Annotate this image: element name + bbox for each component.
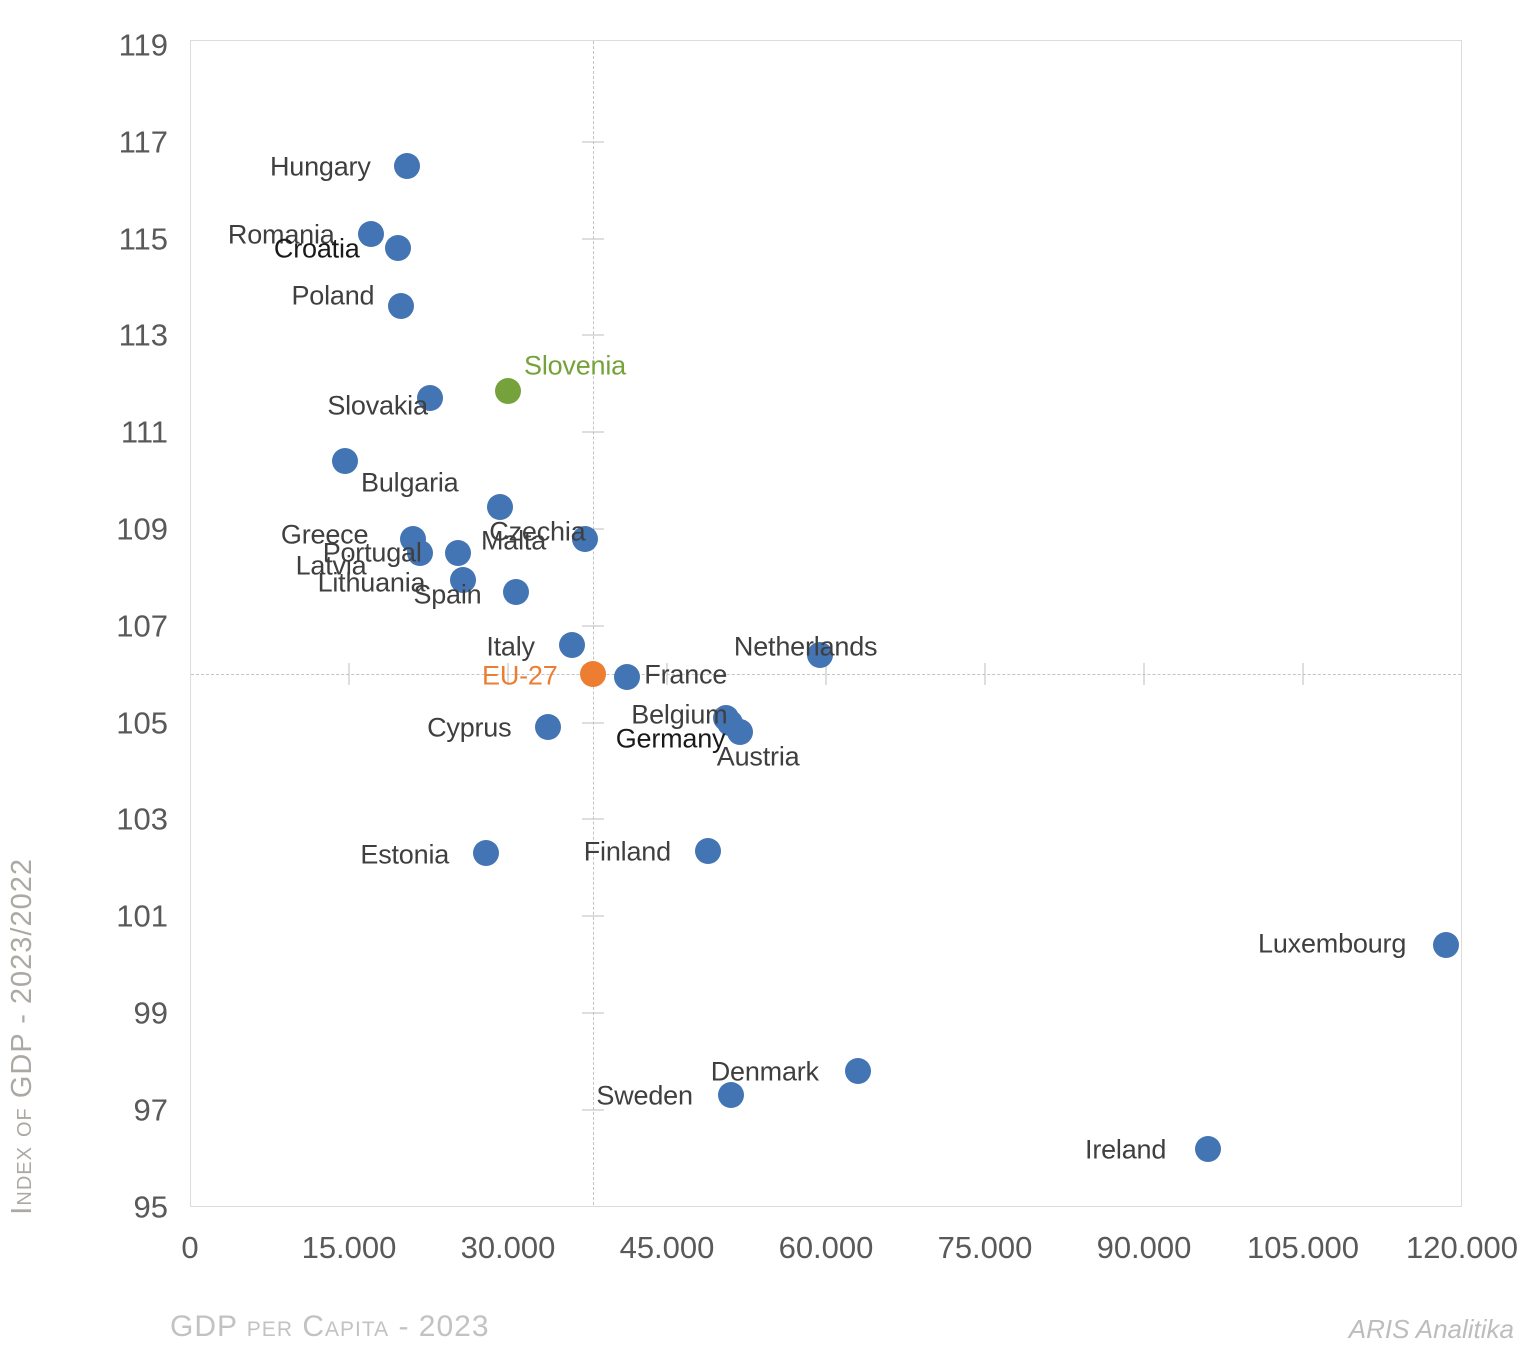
y-tick-label: 99 — [133, 995, 168, 1031]
data-point-netherlands — [806, 641, 833, 668]
crosshair-tick — [666, 663, 668, 686]
data-point-slovakia — [416, 385, 443, 412]
crosshair-tick — [1143, 663, 1145, 686]
data-point-label-czechia: Czechia — [489, 516, 586, 547]
data-point-france — [613, 663, 640, 690]
data-point-label-sweden: Sweden — [596, 1080, 693, 1111]
data-point-austria — [727, 719, 754, 746]
data-point-luxembourg — [1433, 932, 1460, 959]
crosshair-tick — [581, 334, 604, 336]
data-point-italy — [558, 632, 585, 659]
data-point-label-romania: Romania — [227, 219, 335, 250]
data-point-label-lithuania: Lithuania — [317, 567, 426, 598]
data-point-label-italy: Italy — [486, 631, 535, 662]
data-point-slovenia — [495, 378, 521, 405]
eu-average-vertical-line — [592, 41, 594, 1205]
crosshair-tick — [348, 663, 350, 686]
data-point-ireland — [1194, 1135, 1221, 1162]
data-point-label-spain: Spain — [413, 579, 482, 610]
data-point-eu-27 — [579, 661, 606, 688]
data-point-label-bulgaria: Bulgaria — [361, 467, 459, 498]
crosshair-tick — [581, 915, 604, 917]
crosshair-tick — [825, 663, 827, 686]
y-tick-label: 107 — [116, 608, 168, 644]
data-point-label-estonia: Estonia — [360, 839, 450, 870]
crosshair-tick — [581, 1109, 604, 1111]
x-tick-label: 60.000 — [778, 1230, 874, 1265]
y-tick-label: 109 — [116, 511, 168, 547]
data-point-latvia — [407, 540, 434, 567]
data-point-poland — [387, 293, 414, 320]
y-tick-label: 115 — [118, 221, 168, 257]
watermark-text: ARIS Analitika — [1348, 1314, 1514, 1344]
data-point-label-denmark: Denmark — [710, 1056, 819, 1087]
y-tick-label: 103 — [116, 801, 168, 837]
crosshair-tick — [581, 818, 604, 820]
data-point-sweden — [717, 1082, 744, 1109]
crosshair-tick — [581, 1012, 604, 1014]
crosshair-tick — [581, 238, 604, 240]
y-tick-label: 101 — [116, 898, 168, 934]
x-tick-label: 15.000 — [301, 1230, 397, 1265]
data-point-denmark — [844, 1058, 871, 1085]
data-point-label-cyprus: Cyprus — [427, 712, 512, 743]
data-point-label-germany: Germany — [615, 723, 726, 754]
data-point-czechia — [572, 525, 599, 552]
data-point-label-finland: Finland — [583, 836, 671, 867]
crosshair-tick — [984, 663, 986, 686]
x-tick-label: 0 — [181, 1230, 199, 1265]
data-point-label-ireland: Ireland — [1085, 1134, 1167, 1165]
x-axis-title: GDP per Capita - 2023 — [170, 1310, 490, 1343]
crosshair-tick — [581, 625, 604, 627]
data-point-label-croatia: Croatia — [273, 233, 360, 264]
data-point-romania — [358, 220, 385, 247]
plot-area — [190, 40, 1462, 1207]
y-tick-label: 111 — [120, 414, 168, 450]
data-point-label-poland: Poland — [291, 280, 375, 311]
data-point-malta — [486, 494, 513, 521]
data-point-label-eu-27: EU-27 — [482, 660, 558, 691]
y-tick-label: 113 — [118, 317, 168, 353]
y-tick-label: 97 — [133, 1092, 168, 1128]
data-point-spain — [503, 578, 530, 605]
x-tick-label: 75.000 — [937, 1230, 1033, 1265]
data-point-label-slovenia: Slovenia — [524, 350, 626, 381]
x-tick-label: 30.000 — [460, 1230, 556, 1265]
data-point-label-luxembourg: Luxembourg — [1258, 928, 1407, 959]
y-axis-title: Index of GDP - 2023/2022 — [6, 858, 38, 1215]
data-point-label-slovakia: Slovakia — [327, 390, 428, 421]
crosshair-tick — [581, 141, 604, 143]
data-point-label-latvia: Latvia — [295, 550, 367, 581]
x-tick-label: 120.000 — [1405, 1230, 1519, 1265]
data-point-label-belgium: Belgium — [631, 699, 728, 730]
data-point-estonia — [472, 840, 499, 867]
data-point-hungary — [394, 153, 421, 179]
data-point-label-greece: Greece — [280, 519, 369, 550]
data-point-croatia — [384, 235, 411, 262]
data-point-label-hungary: Hungary — [269, 151, 371, 182]
data-point-label-netherlands: Netherlands — [733, 631, 878, 662]
crosshair-tick — [581, 431, 604, 433]
x-tick-label: 45.000 — [619, 1230, 715, 1265]
y-tick-label: 105 — [116, 705, 168, 741]
data-point-label-portugal: Portugal — [322, 537, 422, 568]
x-tick-label: 90.000 — [1096, 1230, 1192, 1265]
crosshair-tick — [581, 722, 604, 724]
y-tick-label: 95 — [133, 1189, 168, 1225]
data-point-finland — [695, 837, 722, 864]
data-point-portugal — [445, 540, 472, 567]
x-tick-label: 105.000 — [1246, 1230, 1360, 1265]
y-tick-label: 117 — [118, 124, 168, 160]
y-tick-label: 119 — [118, 27, 168, 63]
data-point-lithuania — [450, 566, 477, 593]
crosshair-tick — [507, 663, 509, 686]
crosshair-tick — [1302, 663, 1304, 686]
data-point-cyprus — [535, 714, 562, 741]
data-point-label-france: France — [644, 659, 728, 690]
data-point-bulgaria — [331, 448, 358, 475]
data-point-label-austria: Austria — [716, 741, 800, 772]
data-point-label-malta: Malta — [481, 525, 547, 556]
